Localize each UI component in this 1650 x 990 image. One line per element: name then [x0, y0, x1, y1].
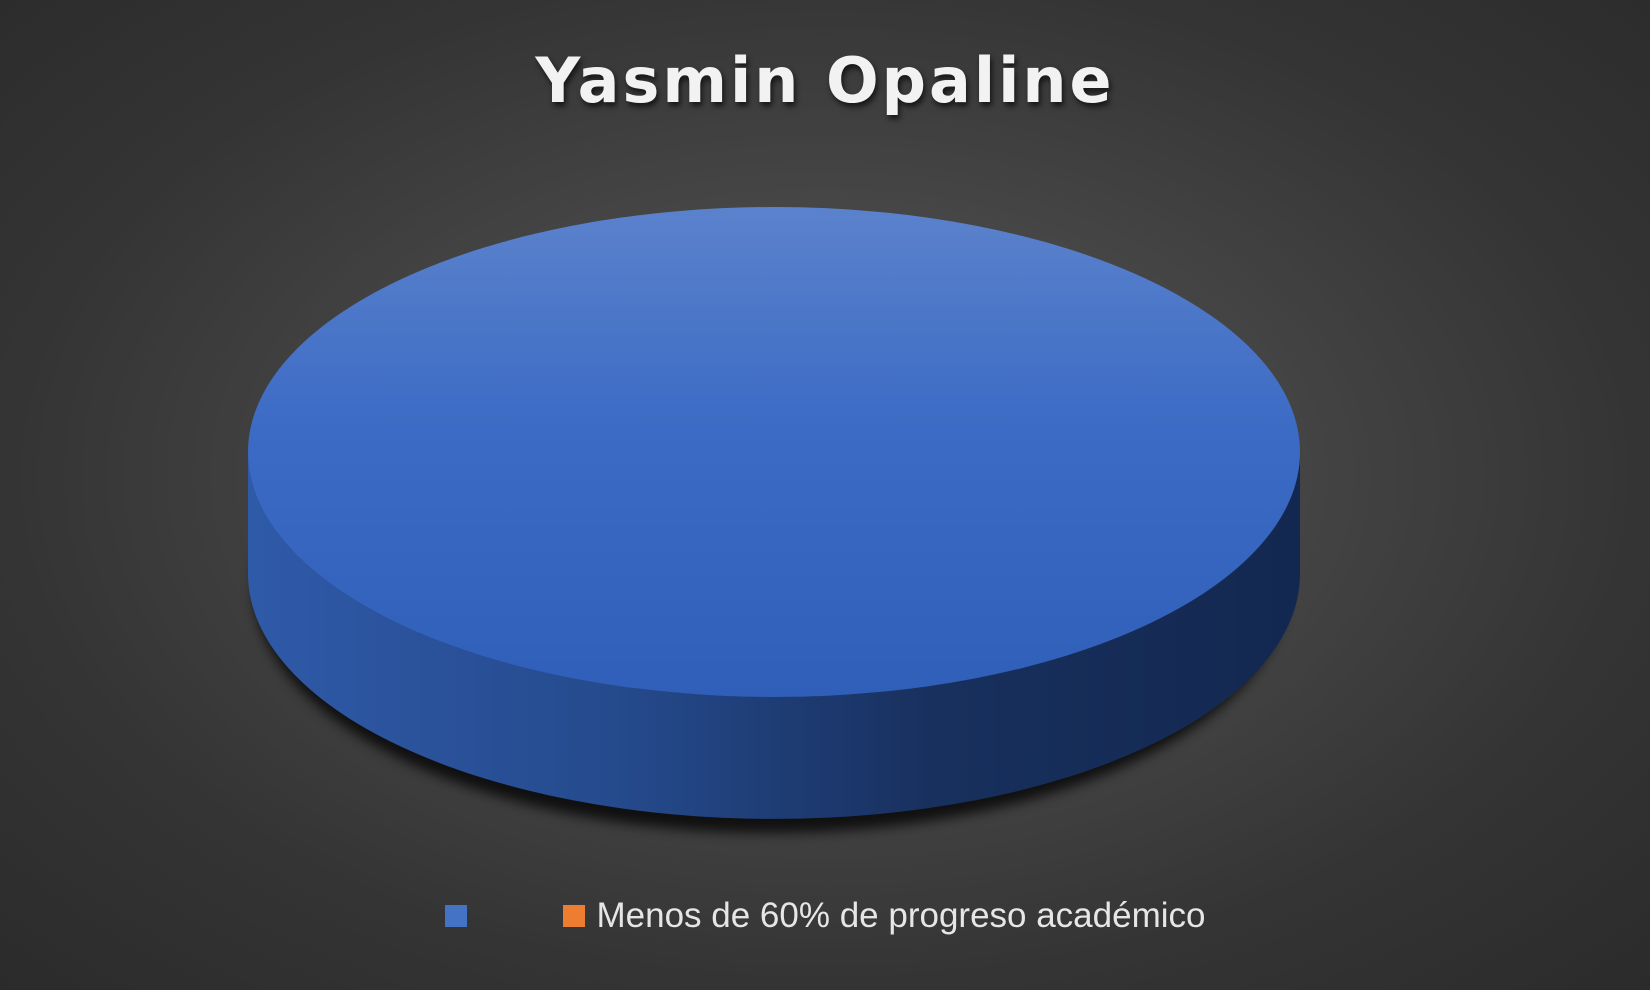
pie-slice-0-side [248, 452, 1300, 819]
pie-slice-0 [248, 207, 1300, 697]
chart-title: Yasmin Opaline [535, 44, 1115, 117]
legend-swatch-0 [444, 905, 467, 927]
legend-item-1: Menos de 60% de progreso académico [562, 896, 1206, 936]
chart-legend: Menos de 60% de progreso académico [0, 896, 1650, 936]
legend-label-1: Menos de 60% de progreso académico [596, 896, 1206, 935]
legend-item-0 [444, 905, 519, 927]
legend-swatch-1 [562, 905, 585, 927]
